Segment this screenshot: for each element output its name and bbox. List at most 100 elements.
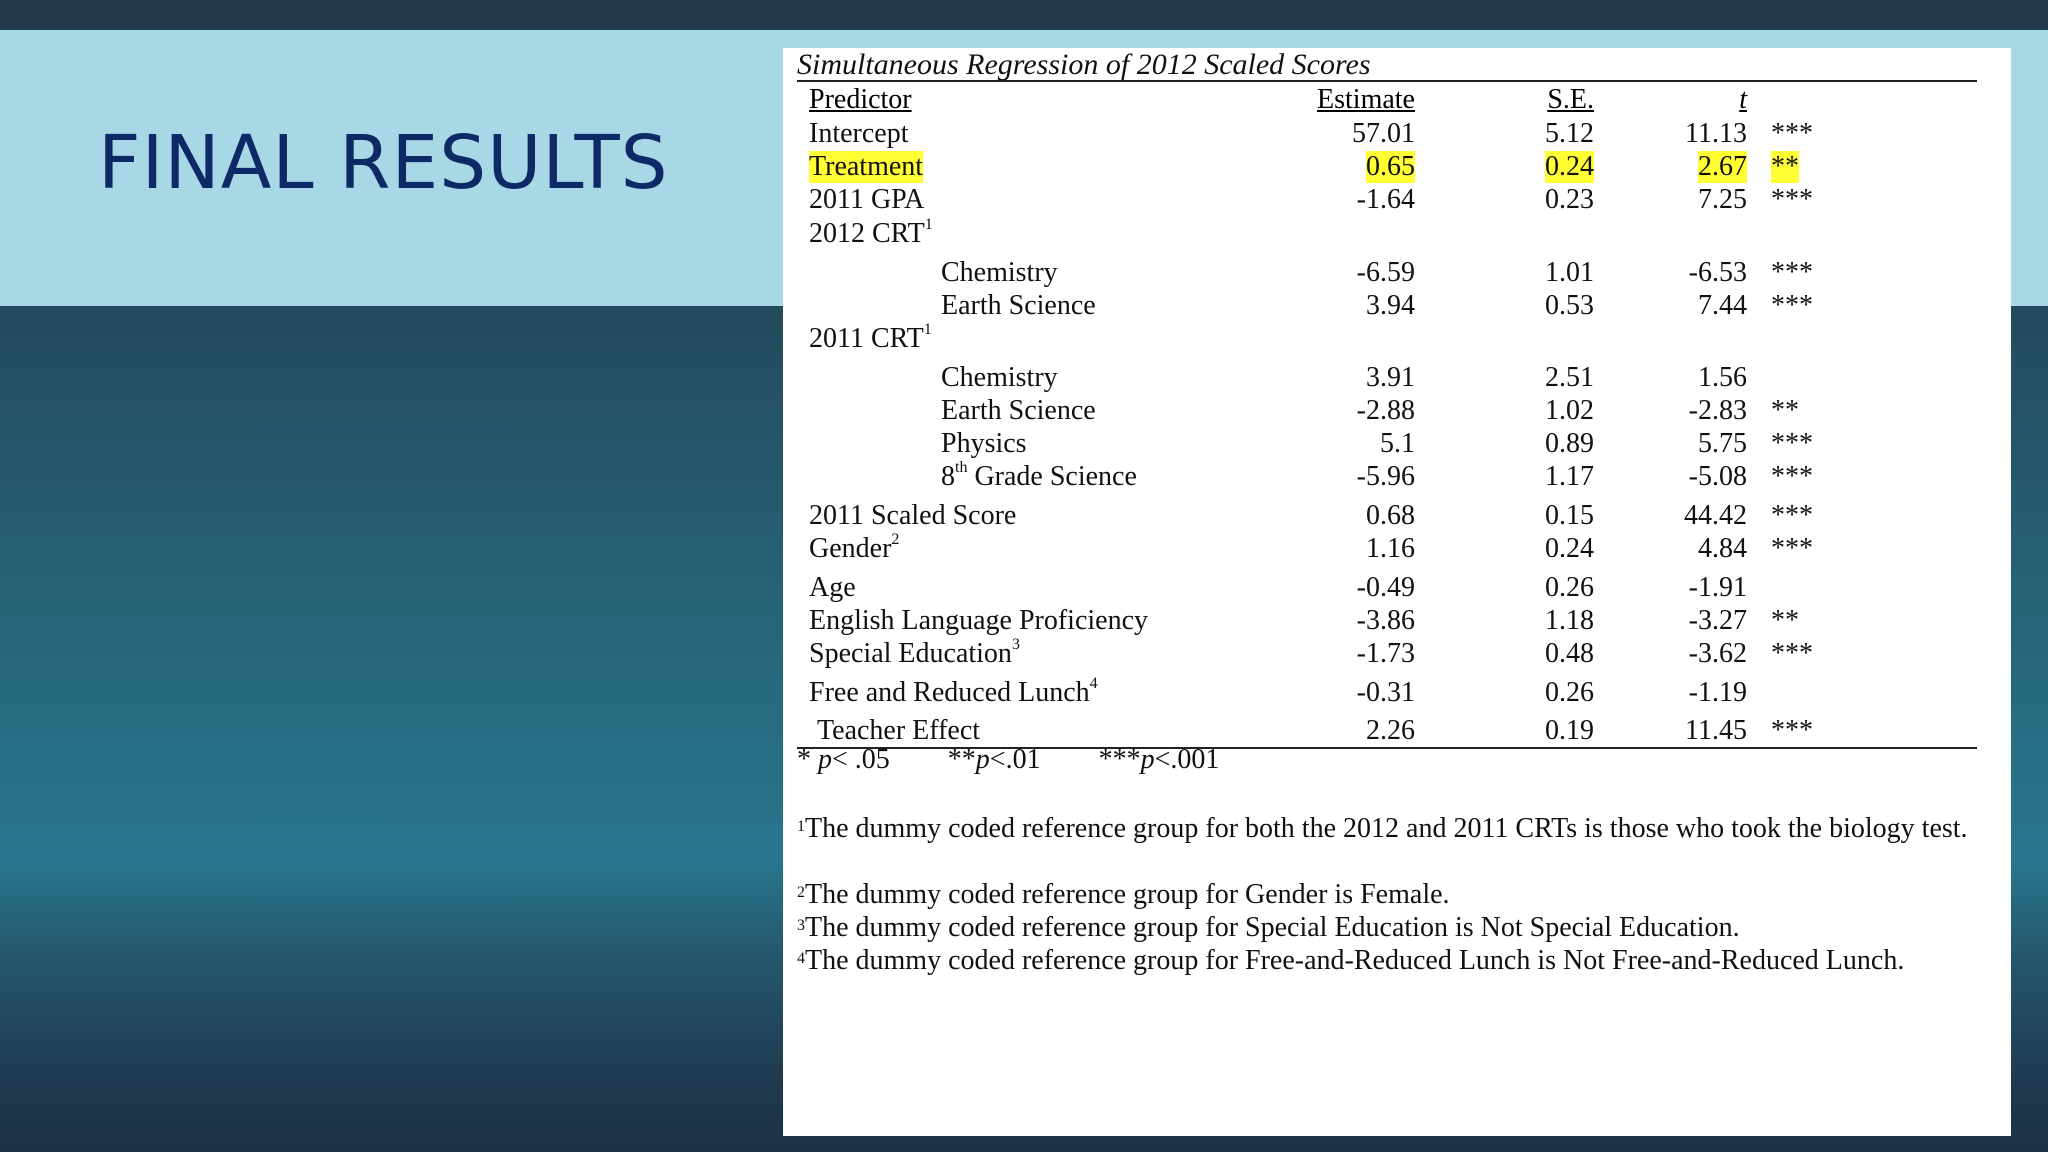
- footnote-1: 1The dummy coded reference group for bot…: [797, 813, 1968, 844]
- row-se: 1.02: [1545, 395, 1594, 426]
- row-label: Gender2: [809, 531, 900, 564]
- row-label: Treatment: [809, 151, 924, 183]
- row-t: -2.83: [1688, 395, 1747, 426]
- row-significance: ***: [1771, 290, 1813, 321]
- row-label: English Language Proficiency: [809, 605, 1149, 636]
- row-label: Chemistry: [941, 362, 1058, 393]
- row-significance: **: [1771, 605, 1799, 636]
- footnote-4: 4The dummy coded reference group for Fre…: [797, 945, 1905, 976]
- row-t: 11.13: [1685, 118, 1747, 149]
- row-t: 11.45: [1685, 715, 1747, 746]
- row-significance: ***: [1771, 184, 1813, 215]
- header-predictor: Predictor: [809, 84, 912, 115]
- row-estimate: -1.64: [1356, 184, 1415, 215]
- row-estimate: -0.31: [1356, 677, 1415, 708]
- row-estimate: -3.86: [1356, 605, 1415, 636]
- sig-one-p: p: [818, 744, 832, 775]
- row-label: 2011 Scaled Score: [809, 500, 1017, 531]
- sig-three-value: <.001: [1154, 744, 1220, 775]
- row-estimate: 5.1: [1380, 428, 1415, 459]
- row-estimate: -2.88: [1356, 395, 1415, 426]
- row-se: 1.18: [1545, 605, 1594, 636]
- row-se: 2.51: [1545, 362, 1594, 393]
- row-label: Free and Reduced Lunch4: [809, 675, 1098, 708]
- row-estimate: -6.59: [1356, 257, 1415, 288]
- row-estimate: 1.16: [1366, 533, 1415, 564]
- row-label: 2011 GPA: [809, 184, 925, 215]
- header-se: S.E.: [1547, 84, 1594, 115]
- row-estimate: -1.73: [1356, 638, 1415, 669]
- row-t: -1.91: [1688, 572, 1747, 603]
- sig-two-p: p: [975, 744, 990, 775]
- row-label: Earth Science: [941, 290, 1096, 321]
- row-se: 0.24: [1545, 151, 1594, 183]
- sig-two-value: <.01: [989, 744, 1041, 775]
- footnote-2: 2The dummy coded reference group for Gen…: [797, 879, 1450, 910]
- row-label: 2011 CRT1: [809, 321, 932, 354]
- row-label: Age: [809, 572, 856, 603]
- row-se: 0.24: [1545, 533, 1594, 564]
- row-t: 2.67: [1698, 151, 1747, 183]
- row-label: Physics: [941, 428, 1027, 459]
- row-estimate: 3.94: [1366, 290, 1415, 321]
- table-bottom-rule: [797, 747, 1977, 749]
- row-estimate: 0.68: [1366, 500, 1415, 531]
- row-significance: **: [1771, 395, 1799, 426]
- table-caption: Simultaneous Regression of 2012 Scaled S…: [797, 48, 1371, 81]
- row-estimate: 3.91: [1366, 362, 1415, 393]
- row-t: 5.75: [1698, 428, 1747, 459]
- row-label: 8th Grade Science: [941, 459, 1137, 492]
- sig-three-stars: ***: [1098, 744, 1141, 775]
- row-label: Chemistry: [941, 257, 1058, 288]
- row-se: 0.19: [1545, 715, 1594, 746]
- header-t: t: [1739, 84, 1747, 115]
- row-label: Special Education3: [809, 636, 1020, 669]
- row-significance: ***: [1771, 638, 1813, 669]
- row-significance: **: [1771, 151, 1799, 183]
- footnote-3: 3The dummy coded reference group for Spe…: [797, 912, 1740, 943]
- row-t: -3.27: [1688, 605, 1747, 636]
- row-t: -5.08: [1688, 461, 1747, 492]
- row-significance: ***: [1771, 118, 1813, 149]
- row-label: Teacher Effect: [817, 715, 981, 746]
- row-t: 7.25: [1698, 184, 1747, 215]
- row-significance: ***: [1771, 715, 1813, 746]
- row-se: 0.48: [1545, 638, 1594, 669]
- row-se: 1.17: [1545, 461, 1594, 492]
- top-bar: [0, 0, 2048, 30]
- row-se: 0.23: [1545, 184, 1594, 215]
- row-se: 0.15: [1545, 500, 1594, 531]
- row-estimate: -5.96: [1356, 461, 1415, 492]
- row-se: 0.26: [1545, 677, 1594, 708]
- row-t: 44.42: [1684, 500, 1747, 531]
- row-t: -6.53: [1688, 257, 1747, 288]
- results-table-panel: Simultaneous Regression of 2012 Scaled S…: [783, 48, 2011, 1136]
- row-estimate: 57.01: [1352, 118, 1415, 149]
- sig-one-value: < .05: [832, 744, 890, 775]
- row-t: 1.56: [1698, 362, 1747, 393]
- row-t: -1.19: [1688, 677, 1747, 708]
- row-significance: ***: [1771, 257, 1813, 288]
- sig-three-p: p: [1140, 744, 1155, 775]
- row-label: Earth Science: [941, 395, 1096, 426]
- row-se: 0.53: [1545, 290, 1594, 321]
- row-se: 0.89: [1545, 428, 1594, 459]
- row-se: 5.12: [1545, 118, 1594, 149]
- table-top-rule: [797, 80, 1977, 82]
- row-significance: ***: [1771, 428, 1813, 459]
- slide-title: FINAL RESULTS: [98, 120, 669, 206]
- row-label: Intercept: [809, 118, 909, 149]
- row-t: -3.62: [1688, 638, 1747, 669]
- row-significance: ***: [1771, 500, 1813, 531]
- row-estimate: 2.26: [1366, 715, 1415, 746]
- row-significance: ***: [1771, 461, 1813, 492]
- row-t: 7.44: [1698, 290, 1747, 321]
- sig-two-stars: **: [947, 744, 976, 775]
- row-t: 4.84: [1698, 533, 1747, 564]
- row-se: 1.01: [1545, 257, 1594, 288]
- significance-note: * p< .05 **p<.01 ***p<.001: [797, 744, 1219, 776]
- row-estimate: -0.49: [1356, 572, 1415, 603]
- header-estimate: Estimate: [1317, 84, 1415, 115]
- row-label: 2012 CRT1: [809, 216, 933, 249]
